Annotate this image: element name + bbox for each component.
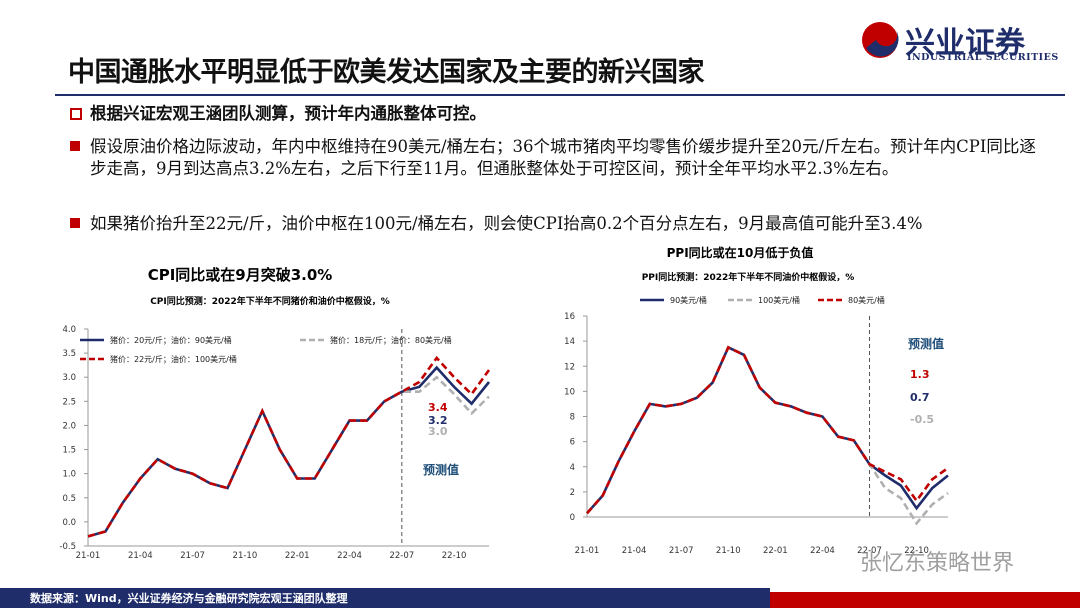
chart-subtitle: PPI同比预测：2022年下半年不同油价中枢假设，% bbox=[642, 271, 855, 283]
y-tick-label: 0.0 bbox=[62, 518, 76, 528]
chart-title: CPI同比或在9月突破3.0% bbox=[148, 266, 333, 284]
annotation: 3.0 bbox=[428, 425, 448, 438]
footer-source: 数据来源：Wind，兴业证券经济与金融研究院宏观王涵团队整理 bbox=[30, 592, 348, 605]
y-tick-label: 8 bbox=[570, 413, 575, 423]
y-tick-label: 4 bbox=[570, 463, 575, 473]
bullet-text: 如果猪价抬升至22元/斤，油价中枢在100元/桶左右，则会使CPI抬高0.2个百… bbox=[90, 214, 923, 233]
title-rule bbox=[55, 94, 1065, 96]
bullet-text: 根据兴证宏观王涵团队测算，预计年内通胀整体可控。 bbox=[90, 104, 486, 123]
x-tick-label: 22-10 bbox=[442, 551, 467, 561]
annotation: 3.2 bbox=[428, 414, 448, 427]
x-tick-label: 21-01 bbox=[575, 546, 600, 556]
legend-label: 80美元/桶 bbox=[848, 295, 885, 305]
bullet: 如果猪价抬升至22元/斤，油价中枢在100元/桶左右，则会使CPI抬高0.2个百… bbox=[68, 213, 1040, 235]
y-tick-label: 3.0 bbox=[62, 373, 76, 383]
bullet: 根据兴证宏观王涵团队测算，预计年内通胀整体可控。 bbox=[68, 103, 1040, 125]
x-tick-label: 22-01 bbox=[763, 546, 788, 556]
legend-label: 猪价：18元/斤；油价：80美元/桶 bbox=[330, 335, 452, 345]
x-tick-label: 21-04 bbox=[128, 551, 153, 561]
y-tick-label: 12 bbox=[564, 362, 575, 372]
x-tick-label: 21-10 bbox=[716, 546, 741, 556]
x-tick-label: 21-07 bbox=[669, 546, 694, 556]
y-tick-label: 2.0 bbox=[62, 421, 76, 431]
y-tick-label: 0 bbox=[570, 513, 575, 523]
annotation: -0.5 bbox=[910, 413, 934, 426]
y-tick-label: 2.5 bbox=[62, 397, 76, 407]
x-tick-label: 22-04 bbox=[810, 546, 835, 556]
series-line bbox=[586, 345, 949, 515]
footer-accent bbox=[770, 592, 1080, 608]
y-tick-label: 10 bbox=[564, 387, 575, 397]
chart-title: PPI同比或在10月低于负值 bbox=[667, 245, 814, 260]
y-tick-label: -0.5 bbox=[59, 542, 76, 552]
y-tick-label: 2 bbox=[570, 488, 575, 498]
logo-mark-inner bbox=[866, 30, 899, 57]
y-tick-label: 16 bbox=[564, 312, 575, 322]
slide-title: 中国通胀水平明显低于欧美发达国家及主要的新兴国家 bbox=[68, 57, 705, 88]
x-tick-label: 21-01 bbox=[76, 551, 101, 561]
series-line bbox=[87, 365, 491, 538]
y-tick-label: 6 bbox=[570, 438, 575, 448]
annotation: 3.4 bbox=[428, 401, 448, 414]
x-tick-label: 22-10 bbox=[904, 546, 929, 556]
x-tick-label: 22-01 bbox=[285, 551, 310, 561]
bullet-text: 假设原油价格边际波动，年内中枢维持在90美元/桶左右；36个城市猪肉平均零售价缓… bbox=[90, 137, 1036, 178]
annotation: 1.3 bbox=[910, 368, 930, 381]
legend-label: 猪价：22元/斤；油价：100美元/桶 bbox=[110, 354, 237, 364]
footer-bar bbox=[0, 588, 770, 608]
watermark: 张忆东策略世界 bbox=[860, 551, 1015, 576]
x-tick-label: 21-07 bbox=[180, 551, 205, 561]
legend-label: 100美元/桶 bbox=[758, 295, 800, 305]
annotation: 0.7 bbox=[910, 391, 930, 404]
y-tick-label: 1.0 bbox=[62, 470, 76, 480]
logo-en: INDUSTRIAL SECURITIES bbox=[907, 52, 1059, 63]
legend-label: 猪价：20元/斤；油价：90美元/桶 bbox=[110, 335, 232, 345]
series-line bbox=[87, 355, 491, 538]
x-tick-label: 22-07 bbox=[389, 551, 414, 561]
x-tick-label: 22-07 bbox=[857, 546, 882, 556]
x-tick-label: 21-04 bbox=[622, 546, 647, 556]
annotation: 预测值 bbox=[423, 462, 459, 477]
bullet: 假设原油价格边际波动，年内中枢维持在90美元/桶左右；36个城市猪肉平均零售价缓… bbox=[68, 136, 1040, 180]
logo: 兴业证券 bbox=[905, 26, 1025, 61]
y-tick-label: 4.0 bbox=[62, 325, 76, 335]
chart-subtitle: CPI同比预测：2022年下半年不同猪价和油价中枢假设，% bbox=[150, 295, 390, 307]
y-tick-label: 3.5 bbox=[62, 349, 76, 359]
series-line bbox=[586, 345, 949, 526]
y-tick-label: 14 bbox=[564, 337, 575, 347]
x-tick-label: 22-04 bbox=[337, 551, 362, 561]
y-tick-label: 0.5 bbox=[62, 494, 76, 504]
legend-label: 90美元/桶 bbox=[670, 295, 707, 305]
y-tick-label: 1.5 bbox=[62, 446, 76, 456]
annotation: 预测值 bbox=[908, 336, 944, 351]
x-tick-label: 21-10 bbox=[233, 551, 258, 561]
series-line bbox=[586, 345, 949, 515]
